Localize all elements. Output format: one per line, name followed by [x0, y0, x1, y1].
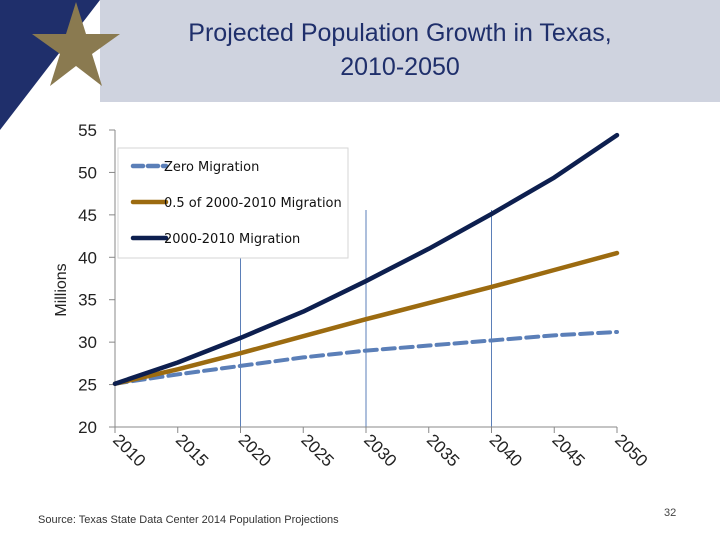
title-banner — [100, 0, 720, 102]
legend-label: Zero Migration — [164, 160, 259, 175]
source-note: Source: Texas State Data Center 2014 Pop… — [38, 514, 339, 526]
y-tick-label: 40 — [78, 248, 97, 267]
title-line-1: Projected Population Growth in Texas, — [188, 19, 612, 47]
y-tick-label: 25 — [78, 376, 97, 395]
x-tick-label: 2050 — [611, 430, 651, 470]
y-tick-label: 35 — [78, 291, 97, 310]
x-tick-label: 2030 — [360, 430, 400, 470]
title-line-2: 2010-2050 — [340, 53, 460, 81]
page-number: 32 — [664, 507, 677, 519]
y-tick-label: 55 — [78, 121, 97, 140]
x-tick-label: 2025 — [297, 430, 337, 470]
legend-label: 2000-2010 Migration — [164, 232, 300, 247]
x-tick-label: 2015 — [172, 430, 212, 470]
x-tick-label: 2040 — [486, 430, 526, 470]
x-tick-label: 2035 — [423, 430, 463, 470]
x-tick-label: 2010 — [109, 430, 149, 470]
legend-label: 0.5 of 2000-2010 Migration — [164, 196, 342, 211]
y-tick-label: 30 — [78, 333, 97, 352]
y-axis-label: Millions — [53, 263, 70, 316]
y-tick-label: 50 — [78, 163, 97, 182]
series-layer — [112, 132, 620, 386]
slide-title: Projected Population Growth in Texas, 20… — [120, 16, 680, 84]
y-tick-label: 45 — [78, 206, 97, 225]
x-tick-label: 2045 — [548, 430, 588, 470]
legend: Zero Migration 0.5 of 2000-2010 Migration… — [117, 147, 349, 259]
x-tick-label: 2020 — [235, 430, 275, 470]
y-tick-label: 20 — [78, 418, 97, 437]
star-logo — [0, 0, 120, 130]
